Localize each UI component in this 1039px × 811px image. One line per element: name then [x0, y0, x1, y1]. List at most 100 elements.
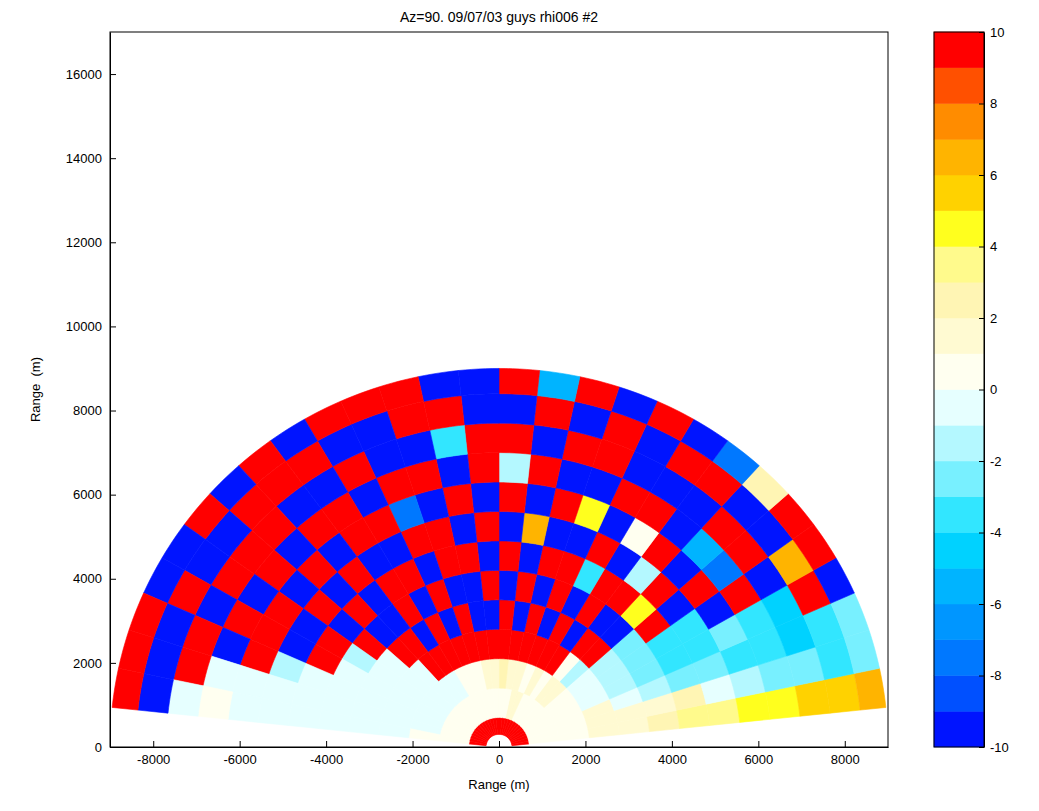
cell [499, 423, 534, 454]
cell [439, 735, 470, 744]
tick-mark [153, 741, 154, 747]
cell [499, 394, 537, 425]
cell [467, 453, 499, 484]
tick: 8 [979, 96, 997, 111]
tick-mark [979, 747, 984, 748]
cell [464, 423, 499, 454]
cell [499, 541, 521, 571]
tick-mark [240, 741, 241, 747]
tick-label: -6 [990, 597, 1002, 612]
cell [474, 511, 499, 542]
tick: 14000 [66, 151, 116, 166]
tick-label: -6000 [224, 752, 257, 767]
tick-mark [110, 663, 116, 664]
cell [499, 570, 518, 600]
tick-label: 12000 [66, 235, 102, 250]
tick-mark [110, 242, 116, 243]
tick-label: -2 [990, 454, 1002, 469]
colorbar-frame [934, 32, 984, 747]
cell [430, 425, 468, 459]
tick: -2 [979, 454, 1002, 469]
tick: -4000 [310, 741, 343, 767]
colorbar [934, 32, 984, 747]
cell [477, 541, 499, 571]
cell [469, 741, 486, 746]
cell [611, 387, 657, 424]
colorbar-axis: -10-8-6-4-20246810 [979, 25, 1009, 755]
cell [854, 668, 886, 710]
cell [499, 659, 508, 689]
tick: 4 [979, 239, 997, 254]
tick-mark [979, 676, 984, 677]
title: Az=90. 09/07/03 guys rhi006 #2 [400, 9, 598, 25]
cell [129, 593, 167, 638]
tick-mark [110, 411, 116, 412]
tick-label: 0 [990, 382, 997, 397]
tick: 8000 [831, 741, 860, 767]
tick-mark [979, 247, 984, 248]
cell [138, 674, 174, 714]
cell [418, 371, 461, 402]
cell [318, 710, 351, 731]
tick: -8 [979, 668, 1002, 683]
tick-label: -4000 [310, 752, 343, 767]
colorbar-swatch [934, 68, 984, 104]
cell [574, 377, 619, 411]
tick-label: 4000 [73, 571, 102, 586]
cell [534, 396, 575, 431]
tick-label: 14000 [66, 151, 102, 166]
cell [524, 483, 555, 516]
cell [409, 729, 440, 741]
cell [471, 482, 499, 513]
colorbar-swatch [934, 390, 984, 426]
cell [537, 371, 580, 402]
cell [499, 482, 527, 513]
tick-mark [979, 533, 984, 534]
tick: 2000 [571, 741, 600, 767]
tick: 12000 [66, 235, 116, 250]
colorbar-swatch [934, 139, 984, 175]
tick-label: 2 [990, 311, 997, 326]
cell [258, 698, 292, 725]
cell [458, 368, 499, 395]
tick-mark [979, 461, 984, 462]
tick-mark [979, 104, 984, 105]
cell [198, 686, 233, 720]
tick-label: 0 [95, 740, 102, 755]
cell [795, 680, 830, 717]
tick-label: 16000 [66, 67, 102, 82]
cell [228, 692, 262, 722]
cell [499, 511, 524, 542]
tick-label: 6000 [73, 487, 102, 502]
colorbar-swatch [934, 104, 984, 140]
tick-mark [110, 579, 116, 580]
cell [825, 674, 861, 714]
cell [379, 723, 411, 738]
cell [844, 630, 879, 674]
cell [499, 368, 540, 395]
colorbar-swatch [934, 676, 984, 712]
tick-mark [110, 326, 116, 327]
tick-label: -4 [990, 525, 1002, 540]
cell [499, 629, 512, 659]
tick: -8000 [137, 741, 170, 767]
tick: 16000 [66, 67, 116, 82]
tick: -4 [979, 525, 1002, 540]
cell [531, 425, 569, 459]
colorbar-swatch [934, 282, 984, 318]
tick-mark [758, 741, 759, 747]
cell [349, 716, 381, 734]
cell [112, 668, 144, 710]
cell [379, 377, 424, 411]
tick-label: 6000 [744, 752, 773, 767]
colorbar-swatch [934, 533, 984, 569]
colorbar-swatch [934, 247, 984, 283]
tick-label: 8000 [73, 403, 102, 418]
cell [499, 718, 502, 735]
cell [288, 704, 321, 728]
tick-mark [585, 741, 586, 747]
colorbar-swatch [934, 711, 984, 747]
tick: -6 [979, 597, 1002, 612]
tick-mark [110, 74, 116, 75]
tick-label: 2000 [571, 752, 600, 767]
